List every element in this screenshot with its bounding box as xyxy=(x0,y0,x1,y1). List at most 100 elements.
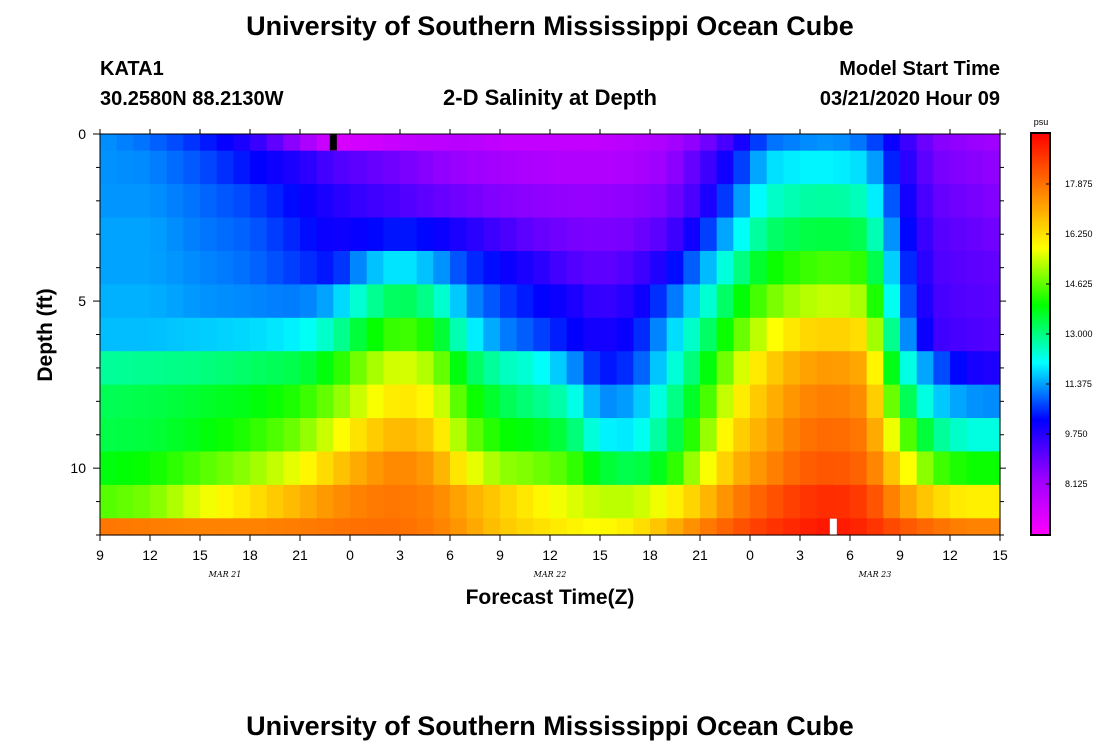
heatmap-cell xyxy=(933,250,951,285)
heatmap-cell xyxy=(600,451,618,486)
heatmap-cell xyxy=(750,484,768,519)
heatmap-cell xyxy=(583,184,601,219)
heatmap-cell xyxy=(116,451,134,486)
heatmap-cell xyxy=(100,184,118,219)
heatmap-cell xyxy=(816,134,834,152)
x-tick-label: 18 xyxy=(642,547,658,563)
heatmap-cell xyxy=(233,217,251,252)
heatmap-cell xyxy=(450,384,468,419)
heatmap-cell xyxy=(416,418,434,453)
heatmap-cell xyxy=(683,150,701,185)
heatmap-cell xyxy=(250,484,268,519)
heatmap-cell xyxy=(983,451,1001,486)
heatmap-cell xyxy=(400,484,418,519)
heatmap-cell xyxy=(700,150,718,185)
heatmap-cell xyxy=(700,484,718,519)
heatmap-cell xyxy=(633,217,651,252)
heatmap-cell xyxy=(900,484,918,519)
heatmap-cell xyxy=(766,250,784,285)
heatmap-cell xyxy=(150,217,168,252)
heatmap-cell xyxy=(950,418,968,453)
heatmap-cell xyxy=(550,484,568,519)
heatmap-cell xyxy=(150,484,168,519)
heatmap-cell xyxy=(366,351,384,386)
heatmap-cell xyxy=(700,518,718,536)
heatmap-cell xyxy=(716,250,734,285)
heatmap-cell xyxy=(350,518,368,536)
heatmap-cell xyxy=(966,384,984,419)
heatmap-cell xyxy=(900,351,918,386)
heatmap-cell xyxy=(833,418,851,453)
model-start-label: Model Start Time xyxy=(839,58,1000,80)
x-tick-label: 15 xyxy=(192,547,208,563)
heatmap-cell xyxy=(466,484,484,519)
heatmap-cell xyxy=(433,217,451,252)
heatmap-cell xyxy=(900,150,918,185)
heatmap-cell xyxy=(866,134,884,152)
heatmap-cell xyxy=(900,384,918,419)
heatmap-cell xyxy=(150,317,168,352)
colorbar-tick-label: 13.000 xyxy=(1065,329,1093,339)
heatmap-cell xyxy=(550,317,568,352)
heatmap-cell xyxy=(250,317,268,352)
heatmap-cell xyxy=(850,217,868,252)
heatmap-cell xyxy=(633,250,651,285)
heatmap-cell xyxy=(216,317,234,352)
heatmap-cell xyxy=(466,418,484,453)
heatmap-cell xyxy=(800,217,818,252)
heatmap-cell xyxy=(783,217,801,252)
heatmap-cell xyxy=(950,351,968,386)
heatmap-cell xyxy=(750,418,768,453)
heatmap-cell xyxy=(816,418,834,453)
heatmap-cell xyxy=(616,284,634,319)
heatmap-cell xyxy=(616,134,634,152)
x-tick-label: 0 xyxy=(346,547,354,563)
heatmap-cell xyxy=(883,484,901,519)
heatmap-cell xyxy=(500,217,518,252)
heatmap-cell xyxy=(366,217,384,252)
heatmap-cell xyxy=(616,217,634,252)
heatmap-cell xyxy=(133,484,151,519)
heatmap-cell xyxy=(733,451,751,486)
heatmap-cell xyxy=(916,351,934,386)
heatmap-cell xyxy=(466,284,484,319)
heatmap-cell xyxy=(666,418,684,453)
bottom-marker xyxy=(829,518,837,535)
heatmap-cell xyxy=(950,518,968,536)
heatmap-cell xyxy=(350,317,368,352)
heatmap-cell xyxy=(283,184,301,219)
heatmap-cell xyxy=(800,317,818,352)
heatmap-cell xyxy=(766,284,784,319)
heatmap-cell xyxy=(100,418,118,453)
heatmap-cell xyxy=(516,250,534,285)
heatmap-cell xyxy=(383,134,401,152)
heatmap-cell xyxy=(166,134,184,152)
heatmap-cell xyxy=(750,250,768,285)
heatmap-cell xyxy=(483,150,501,185)
heatmap-cell xyxy=(500,518,518,536)
x-tick-label: 9 xyxy=(96,547,104,563)
heatmap-cell xyxy=(366,134,384,152)
heatmap-cell xyxy=(683,384,701,419)
heatmap-cell xyxy=(916,384,934,419)
heatmap-cell xyxy=(100,317,118,352)
heatmap-cell xyxy=(483,384,501,419)
heatmap-cell xyxy=(150,418,168,453)
heatmap-cell xyxy=(233,418,251,453)
heatmap-cell xyxy=(933,217,951,252)
heatmap-cell xyxy=(650,451,668,486)
heatmap-cell xyxy=(833,484,851,519)
heatmap-cell xyxy=(383,518,401,536)
heatmap-cell xyxy=(650,351,668,386)
heatmap-cell xyxy=(833,250,851,285)
heatmap-cell xyxy=(533,451,551,486)
heatmap-cell xyxy=(600,284,618,319)
heatmap-cell xyxy=(583,351,601,386)
heatmap-cell xyxy=(983,217,1001,252)
heatmap-cell xyxy=(883,250,901,285)
heatmap-cell xyxy=(916,284,934,319)
heatmap-cell xyxy=(350,134,368,152)
heatmap-cell xyxy=(850,250,868,285)
heatmap-cell xyxy=(216,217,234,252)
